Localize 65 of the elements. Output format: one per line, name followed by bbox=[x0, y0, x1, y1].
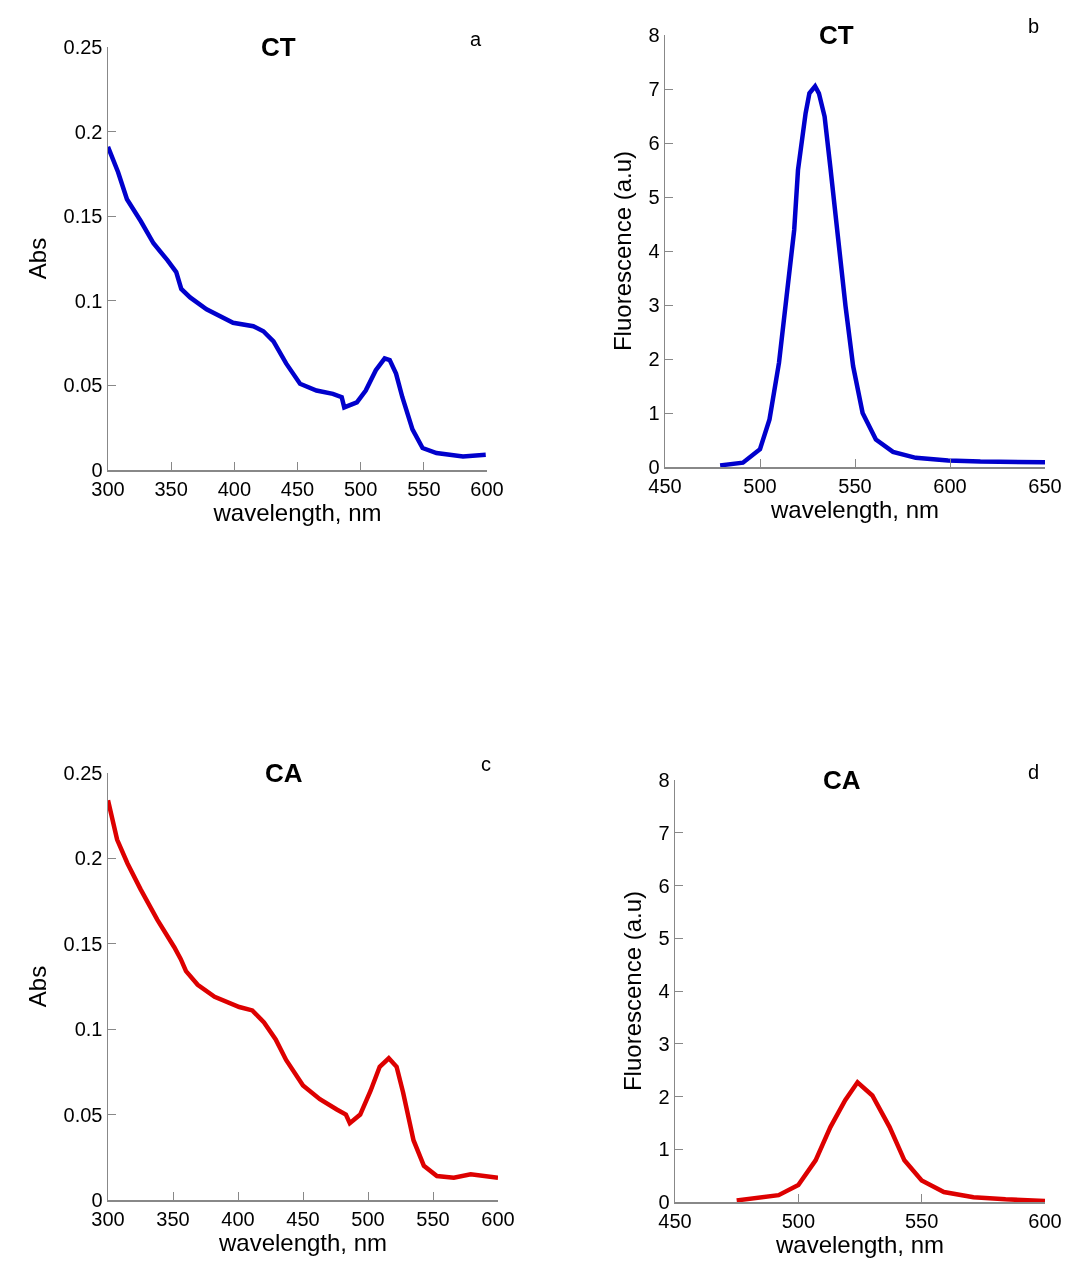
y-tick-label: 0.2 bbox=[74, 847, 103, 870]
x-tick-label: 450 bbox=[280, 477, 315, 500]
y-tick-label: 4 bbox=[648, 240, 660, 262]
y-tick-label: 1 bbox=[658, 1138, 670, 1161]
x-tick-label: 500 bbox=[743, 474, 777, 497]
line-series bbox=[108, 798, 498, 1181]
x-axis-title: wavelength, nm bbox=[769, 496, 940, 524]
annotation: b bbox=[1028, 15, 1040, 37]
line-series bbox=[108, 144, 487, 459]
y-axis-title: Fluorescence (a.u) bbox=[618, 890, 646, 1092]
x-tick-label: 500 bbox=[781, 1209, 816, 1232]
y-axis-title: Abs bbox=[23, 237, 51, 280]
y-tick-label: 6 bbox=[658, 874, 670, 897]
y-axis-title: Fluorescence (a.u) bbox=[608, 150, 636, 352]
x-tick-label: 500 bbox=[351, 1207, 385, 1230]
x-tick-label: 350 bbox=[156, 1207, 190, 1230]
x-tick-label: 550 bbox=[904, 1209, 939, 1232]
line-series bbox=[734, 1080, 1045, 1202]
y-tick-label: 6 bbox=[648, 132, 660, 154]
x-axis-title: wavelength, nm bbox=[774, 1231, 945, 1259]
annotation: d bbox=[1028, 761, 1040, 783]
x-tick-label: 650 bbox=[1028, 474, 1062, 497]
y-tick-label: 8 bbox=[658, 769, 670, 791]
chart-title: CA bbox=[265, 758, 303, 788]
y-tick-label: 8 bbox=[648, 24, 660, 46]
x-tick-label: 500 bbox=[343, 477, 378, 500]
y-tick-label: 3 bbox=[658, 1032, 670, 1055]
y-tick-label: 0.05 bbox=[63, 1103, 103, 1126]
y-tick-label: 0.15 bbox=[63, 932, 103, 955]
y-tick-label: 0.1 bbox=[74, 289, 103, 312]
y-tick-label: 0.25 bbox=[63, 36, 103, 58]
y-axis-title: Abs bbox=[23, 965, 51, 1008]
y-tick-label: 2 bbox=[658, 1085, 670, 1108]
x-axis-title: wavelength, nm bbox=[217, 1229, 388, 1257]
line-series bbox=[717, 84, 1045, 467]
y-tick-label: 7 bbox=[648, 78, 660, 100]
y-tick-label: 0.2 bbox=[74, 120, 103, 143]
y-tick-label: 4 bbox=[658, 980, 670, 1002]
x-tick-label: 400 bbox=[221, 1207, 255, 1230]
y-tick-label: 3 bbox=[648, 294, 660, 316]
chart-title: CA bbox=[823, 765, 861, 795]
x-tick-label: 400 bbox=[217, 477, 252, 500]
y-tick-label: 5 bbox=[658, 927, 670, 950]
x-tick-label: 550 bbox=[838, 474, 872, 497]
x-axis-title: wavelength, nm bbox=[212, 499, 382, 527]
y-tick-label: 7 bbox=[658, 821, 670, 844]
x-tick-label: 600 bbox=[1028, 1209, 1062, 1232]
x-tick-label: 600 bbox=[470, 477, 504, 500]
y-tick-label: 2 bbox=[648, 348, 660, 370]
y-tick-label: 0.15 bbox=[63, 205, 103, 228]
y-tick-label: 0.25 bbox=[63, 762, 103, 784]
y-tick-label: 5 bbox=[648, 186, 660, 208]
chart-title: CT bbox=[819, 20, 854, 50]
y-tick-label: 1 bbox=[648, 402, 660, 424]
chart-title: CT bbox=[261, 32, 296, 62]
x-tick-label: 550 bbox=[407, 477, 441, 500]
y-tick-label: 0.05 bbox=[63, 374, 103, 397]
x-tick-label: 600 bbox=[481, 1207, 515, 1230]
x-tick-label: 350 bbox=[154, 477, 188, 500]
annotation: a bbox=[470, 28, 482, 50]
annotation: c bbox=[481, 753, 491, 775]
x-tick-label: 450 bbox=[286, 1207, 320, 1230]
y-tick-label: 0.1 bbox=[74, 1018, 103, 1041]
x-tick-label: 600 bbox=[933, 474, 967, 497]
x-tick-label: 550 bbox=[416, 1207, 450, 1230]
